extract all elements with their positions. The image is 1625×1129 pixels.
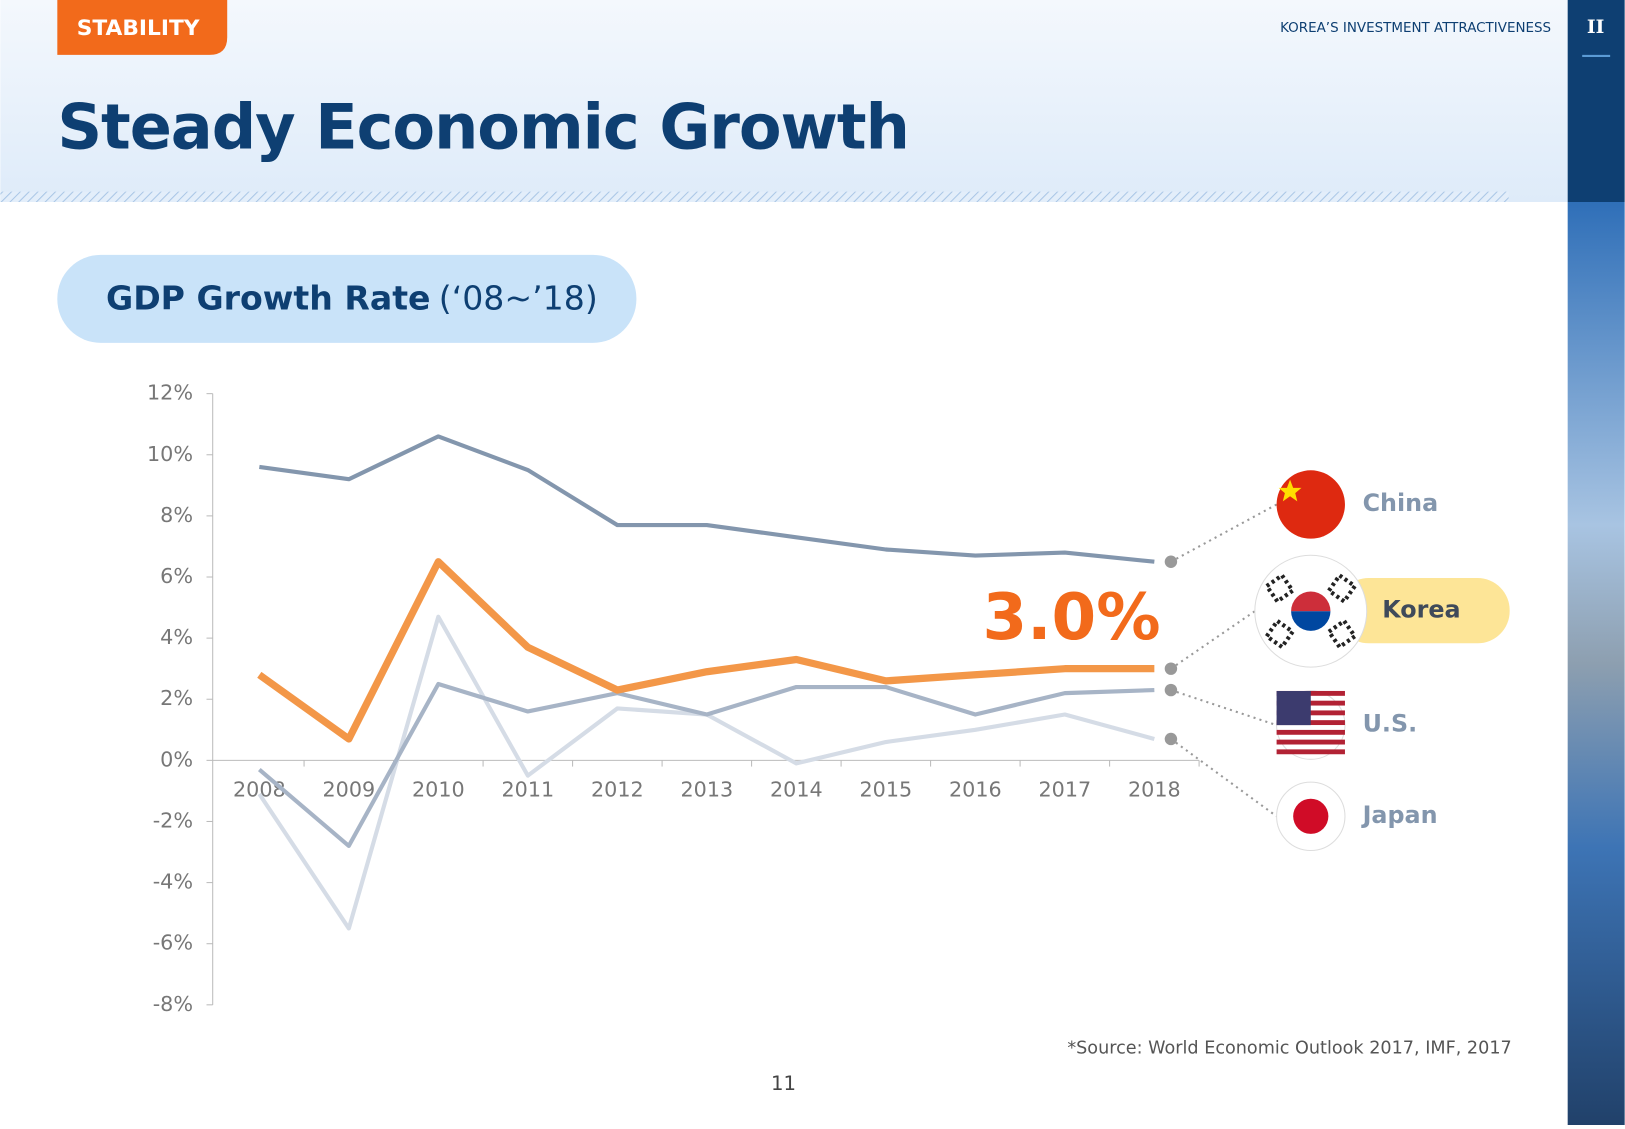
flag-stripe [1276,739,1345,745]
series-line [257,614,1155,931]
legend-label: Japan [1361,801,1438,829]
x-tick-label: 2012 [591,777,644,801]
legend-dot [1164,555,1178,568]
x-tick-label: 2013 [680,777,733,801]
legend-connector [1170,503,1278,563]
legend-highlight [1336,578,1510,644]
value-annotation: 3.0% [982,580,1160,655]
legend-dot [1164,683,1178,697]
y-tick-label: 6% [160,564,193,588]
x-tick-label: 2010 [412,777,465,801]
series-line [257,681,1155,848]
x-tick-label: 2018 [1128,777,1181,801]
legend-label: U.S. [1363,710,1418,738]
legend-flag [1254,554,1368,668]
flag-star [1278,479,1302,502]
x-tick-label: 2015 [859,777,912,801]
legend-label: Korea [1382,596,1460,624]
y-tick-label: 10% [147,442,193,466]
flag-yang [1291,611,1331,631]
x-tick-label: 2016 [949,777,1002,801]
y-tick-label: -6% [153,931,193,955]
series-line [259,434,1155,564]
chart-title: GDP Growth Rate [106,278,431,317]
flag-disc [1276,470,1345,539]
page-title: Steady Economic Growth [57,91,909,164]
y-tick-label: -8% [153,992,193,1016]
chart-title-pill [57,254,637,343]
section-tag [57,0,228,55]
legend-connector [1170,610,1256,670]
y-tick-label: 8% [160,503,193,527]
chart-subtitle: (‘08~’18) [439,278,598,317]
page-number: 11 [771,1072,796,1095]
flag-trigram [1325,572,1358,605]
side-photo [1567,202,1625,1126]
chart-heading: GDP Growth Rate (‘08~’18) [106,278,598,317]
x-tick-label: 2009 [322,777,375,801]
chapter-tab [1567,0,1625,203]
legend-connector [1170,738,1278,818]
header-band [0,0,1568,203]
legend-connector [1170,689,1277,727]
flag-stripe [1276,749,1345,755]
y-tick-label: 2% [160,686,193,710]
flag-yin [1291,591,1331,612]
x-tick-label: 2008 [233,777,286,801]
legend-label: China [1363,489,1439,517]
y-tick-label: -2% [153,808,193,832]
legend-flag [1276,781,1346,852]
chapter-number: II [1587,16,1604,38]
hatch-strip [0,191,1509,203]
flag-canton [1276,690,1311,726]
x-tick-label: 2014 [770,777,823,801]
series-line [257,558,1155,743]
running-title: KOREA’S INVESTMENT ATTRACTIVENESS [1280,21,1551,36]
legend-dot [1164,732,1178,746]
y-tick-label: 0% [160,747,193,771]
y-tick-label: -4% [153,870,193,894]
y-tick-label: 4% [160,625,193,649]
flag-stripe [1276,729,1345,735]
section-label: STABILITY [77,16,200,41]
plot: -8% -6% -4% -2% 0% 2% 4% 6% 8% 10% 12% 2008 2009 2010… [147,381,1510,1016]
x-tick-label: 2011 [501,777,554,801]
legend-flag [1276,470,1345,539]
y-tick-label: 12% [147,381,193,405]
source-note: *Source: World Economic Outlook 2017, IM… [1067,1038,1511,1058]
legend-flag [1276,690,1346,760]
flag-sun [1293,798,1329,834]
x-tick-label: 2017 [1038,777,1091,801]
legend-dot [1164,662,1178,675]
